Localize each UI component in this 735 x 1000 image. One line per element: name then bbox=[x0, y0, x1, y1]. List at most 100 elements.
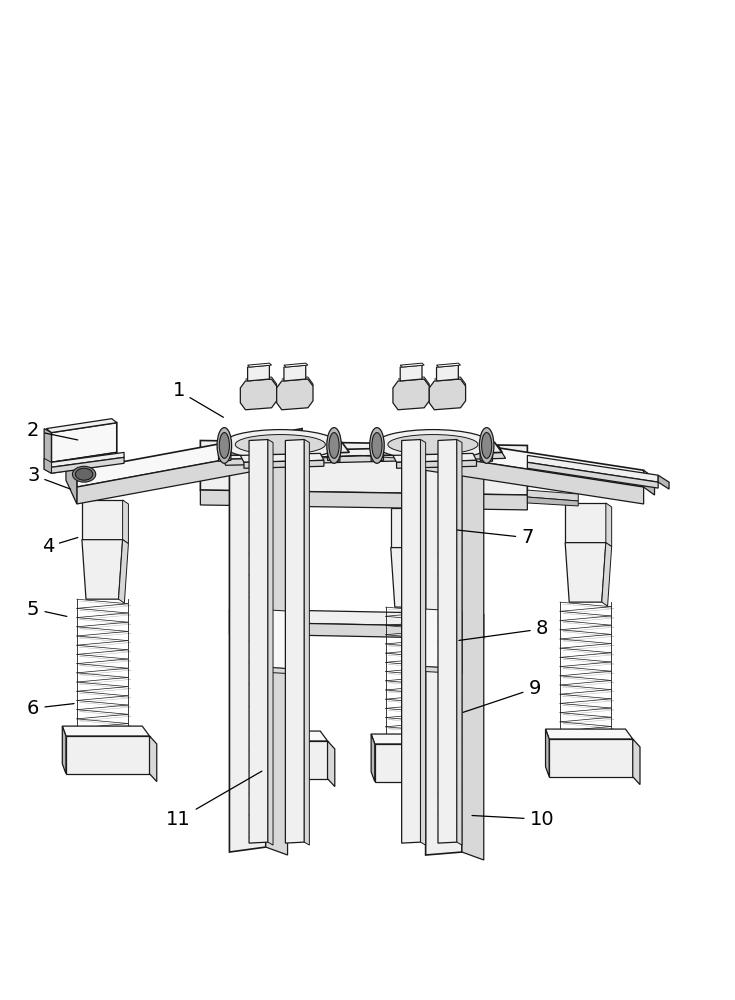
Polygon shape bbox=[240, 731, 244, 779]
Polygon shape bbox=[218, 440, 231, 461]
Polygon shape bbox=[371, 442, 502, 455]
Polygon shape bbox=[222, 445, 502, 459]
Polygon shape bbox=[229, 440, 266, 852]
Polygon shape bbox=[260, 505, 301, 545]
Polygon shape bbox=[51, 452, 117, 473]
Polygon shape bbox=[62, 726, 66, 774]
Polygon shape bbox=[375, 442, 492, 455]
Polygon shape bbox=[401, 440, 420, 843]
Polygon shape bbox=[62, 726, 149, 736]
Polygon shape bbox=[528, 490, 578, 501]
Ellipse shape bbox=[217, 428, 232, 463]
Ellipse shape bbox=[76, 468, 93, 480]
Polygon shape bbox=[255, 609, 287, 669]
Ellipse shape bbox=[219, 433, 229, 458]
Polygon shape bbox=[118, 540, 129, 603]
Polygon shape bbox=[658, 475, 669, 489]
Polygon shape bbox=[545, 729, 549, 777]
Polygon shape bbox=[249, 440, 268, 843]
Text: 6: 6 bbox=[27, 699, 74, 718]
Polygon shape bbox=[201, 490, 528, 510]
Ellipse shape bbox=[479, 428, 494, 463]
Ellipse shape bbox=[222, 430, 338, 459]
Polygon shape bbox=[528, 462, 658, 488]
Text: 4: 4 bbox=[42, 537, 78, 556]
Polygon shape bbox=[391, 508, 431, 548]
Polygon shape bbox=[51, 452, 124, 467]
Polygon shape bbox=[244, 741, 328, 779]
Polygon shape bbox=[304, 440, 309, 845]
Polygon shape bbox=[222, 442, 340, 455]
Polygon shape bbox=[44, 458, 51, 473]
Polygon shape bbox=[46, 419, 117, 433]
Polygon shape bbox=[328, 440, 340, 461]
Polygon shape bbox=[51, 423, 117, 462]
Polygon shape bbox=[375, 744, 459, 782]
Polygon shape bbox=[429, 379, 465, 410]
Polygon shape bbox=[418, 452, 644, 504]
Polygon shape bbox=[565, 543, 606, 602]
Ellipse shape bbox=[372, 433, 382, 458]
Text: 5: 5 bbox=[27, 600, 67, 619]
Text: 11: 11 bbox=[166, 771, 262, 829]
Polygon shape bbox=[549, 739, 633, 777]
Polygon shape bbox=[545, 729, 633, 739]
Polygon shape bbox=[285, 440, 304, 843]
Polygon shape bbox=[371, 734, 375, 782]
Text: 10: 10 bbox=[472, 810, 554, 829]
Text: 1: 1 bbox=[173, 381, 223, 417]
Text: 7: 7 bbox=[457, 528, 534, 547]
Ellipse shape bbox=[388, 435, 478, 454]
Polygon shape bbox=[248, 365, 270, 381]
Polygon shape bbox=[284, 363, 308, 367]
Ellipse shape bbox=[73, 466, 96, 482]
Polygon shape bbox=[606, 503, 612, 547]
Polygon shape bbox=[268, 440, 273, 845]
Polygon shape bbox=[528, 455, 658, 482]
Polygon shape bbox=[528, 497, 578, 506]
Polygon shape bbox=[240, 731, 328, 741]
Polygon shape bbox=[82, 540, 123, 599]
Polygon shape bbox=[260, 545, 301, 604]
Polygon shape bbox=[565, 503, 606, 543]
Polygon shape bbox=[426, 609, 462, 669]
Polygon shape bbox=[218, 442, 349, 455]
Polygon shape bbox=[301, 505, 306, 549]
Polygon shape bbox=[397, 460, 476, 468]
Ellipse shape bbox=[327, 428, 341, 463]
Polygon shape bbox=[602, 543, 612, 606]
Polygon shape bbox=[229, 440, 287, 453]
Polygon shape bbox=[284, 365, 306, 381]
Polygon shape bbox=[82, 500, 123, 540]
Polygon shape bbox=[398, 377, 429, 386]
Polygon shape bbox=[229, 622, 484, 639]
Ellipse shape bbox=[481, 433, 492, 458]
Polygon shape bbox=[644, 470, 655, 495]
Polygon shape bbox=[480, 440, 492, 461]
Polygon shape bbox=[44, 429, 51, 473]
Polygon shape bbox=[282, 377, 313, 386]
Ellipse shape bbox=[235, 435, 326, 454]
Text: 3: 3 bbox=[27, 466, 71, 489]
Polygon shape bbox=[240, 379, 276, 410]
Polygon shape bbox=[400, 363, 424, 367]
Polygon shape bbox=[297, 545, 306, 608]
Polygon shape bbox=[457, 440, 462, 845]
Polygon shape bbox=[437, 365, 459, 381]
Polygon shape bbox=[328, 741, 335, 787]
Polygon shape bbox=[462, 442, 484, 860]
Polygon shape bbox=[633, 739, 640, 785]
Polygon shape bbox=[420, 440, 426, 845]
Ellipse shape bbox=[375, 430, 491, 459]
Polygon shape bbox=[459, 744, 465, 790]
Polygon shape bbox=[66, 736, 149, 774]
Polygon shape bbox=[400, 365, 422, 381]
Polygon shape bbox=[266, 440, 287, 855]
Polygon shape bbox=[201, 440, 528, 495]
Polygon shape bbox=[391, 548, 431, 607]
Polygon shape bbox=[51, 457, 124, 473]
Polygon shape bbox=[77, 429, 302, 487]
Polygon shape bbox=[371, 440, 384, 461]
Polygon shape bbox=[222, 452, 506, 465]
Polygon shape bbox=[393, 453, 476, 462]
